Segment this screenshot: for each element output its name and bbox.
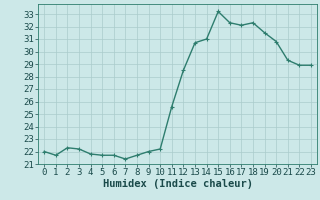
- X-axis label: Humidex (Indice chaleur): Humidex (Indice chaleur): [103, 179, 252, 189]
